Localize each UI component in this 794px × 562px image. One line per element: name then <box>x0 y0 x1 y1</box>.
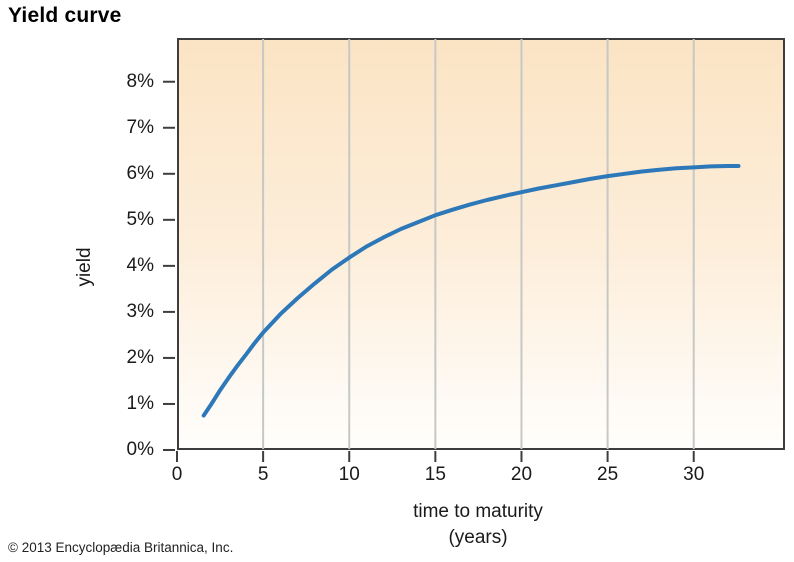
copyright-notice: © 2013 Encyclopædia Britannica, Inc. <box>8 540 234 555</box>
x-tick-label: 20 <box>510 464 533 485</box>
x-axis-title: time to maturity (years) <box>358 499 598 551</box>
x-axis-title-line1: time to maturity <box>413 501 543 522</box>
y-tick-label: 0% <box>126 439 154 460</box>
x-tick-label: 5 <box>257 464 269 485</box>
x-tick-label: 15 <box>424 464 446 485</box>
y-tick-label: 8% <box>126 70 154 92</box>
x-tick-label: 30 <box>683 464 705 485</box>
y-axis-title: yield <box>74 247 95 287</box>
y-tick-label: 2% <box>126 346 154 368</box>
x-tick-label: 0 <box>171 464 183 485</box>
plot-area <box>177 38 785 450</box>
x-tick-label: 25 <box>597 464 619 485</box>
y-tick-label: 7% <box>126 116 154 138</box>
x-axis-title-line2: (years) <box>448 527 508 548</box>
y-tick-label: 5% <box>126 208 154 230</box>
y-tick-label: 6% <box>126 162 154 184</box>
x-tick-label: 10 <box>338 464 360 485</box>
figure-title: Yield curve <box>8 4 122 27</box>
y-tick-label: 3% <box>126 300 154 322</box>
y-tick-label: 4% <box>126 254 154 276</box>
y-tick-label: 1% <box>126 392 154 414</box>
